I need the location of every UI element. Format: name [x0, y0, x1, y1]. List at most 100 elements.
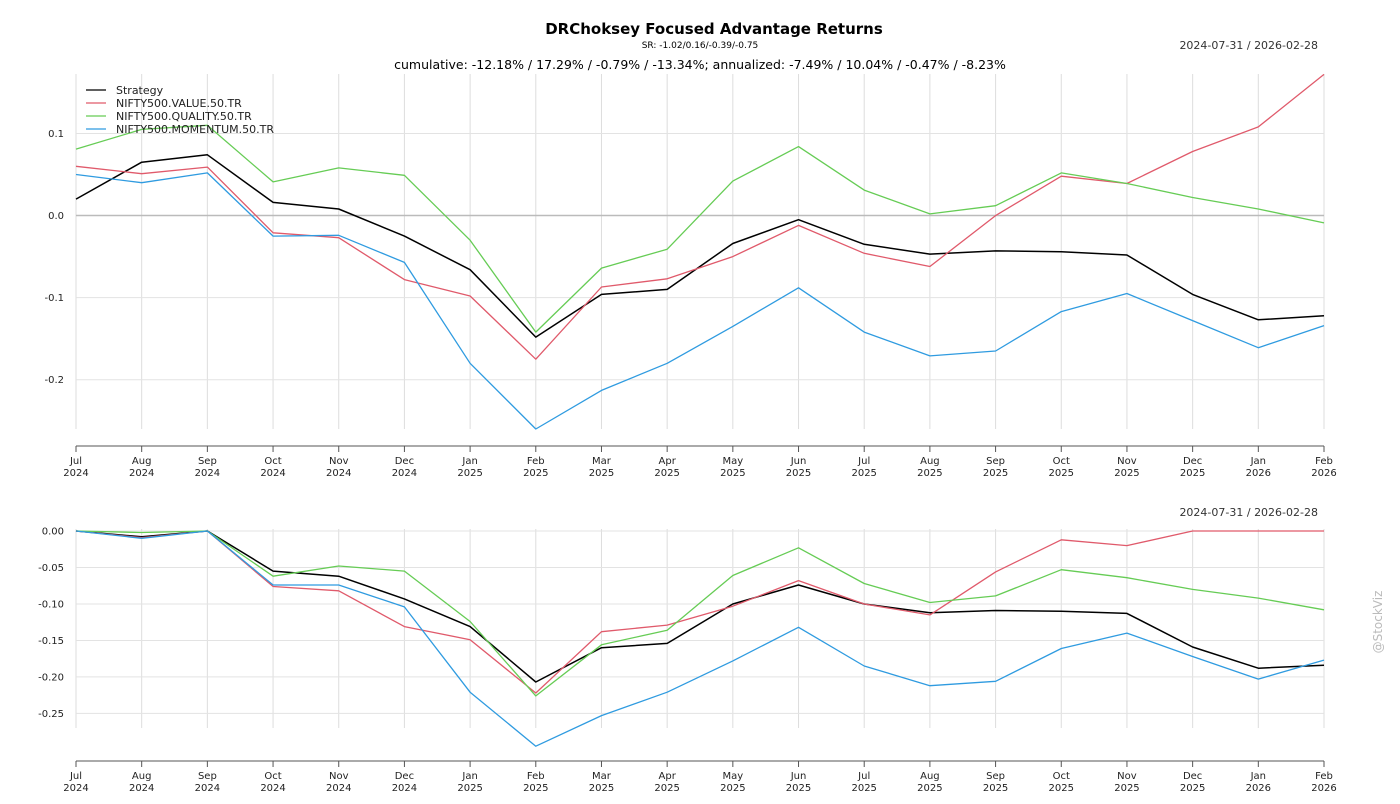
y-tick-label: 0.0 — [48, 211, 64, 222]
x-tick-year: 2025 — [786, 783, 811, 794]
x-tick-year: 2025 — [457, 783, 482, 794]
legend-label: NIFTY500.VALUE.50.TR — [116, 97, 242, 110]
x-tick-month: Aug — [920, 771, 940, 782]
series-line — [75, 530, 1325, 697]
x-tick-month: Jul — [857, 456, 870, 467]
x-tick-month: Feb — [527, 456, 545, 467]
x-tick-year: 2025 — [720, 783, 745, 794]
x-tick-month: Jul — [857, 771, 870, 782]
x-tick-month: Sep — [198, 771, 217, 782]
x-tick-month: Jun — [790, 456, 807, 467]
x-tick-month: Jun — [790, 771, 807, 782]
x-tick-year: 2025 — [457, 468, 482, 479]
sharpe-ratio-line: SR: -1.02/0.16/-0.39/-0.75 — [642, 41, 759, 51]
x-tick-month: Feb — [1315, 456, 1333, 467]
x-tick-year: 2025 — [654, 468, 679, 479]
x-tick-year: 2024 — [129, 783, 154, 794]
x-tick-year: 2026 — [1311, 468, 1336, 479]
x-tick-month: Dec — [1183, 456, 1202, 467]
x-tick-year: 2025 — [1114, 468, 1139, 479]
x-tick-month: Jan — [461, 456, 477, 467]
drawdown-panel: 0.00-0.05-0.10-0.15-0.20-0.25Jul2024Aug2… — [38, 527, 1337, 795]
x-tick-month: Feb — [1315, 771, 1333, 782]
x-tick-year: 2026 — [1311, 783, 1336, 794]
x-tick-year: 2025 — [1180, 783, 1205, 794]
series-line — [75, 530, 1325, 747]
x-tick-year: 2025 — [1114, 783, 1139, 794]
x-tick-month: Mar — [592, 771, 612, 782]
x-tick-year: 2025 — [523, 783, 548, 794]
x-tick-month: Sep — [198, 456, 217, 467]
y-tick-label: -0.25 — [38, 709, 64, 720]
x-tick-year: 2024 — [195, 468, 220, 479]
x-tick-month: Nov — [329, 771, 349, 782]
y-tick-label: 0.00 — [42, 527, 64, 538]
series-line — [75, 124, 1325, 333]
series-line — [75, 172, 1325, 430]
x-tick-year: 2024 — [260, 783, 285, 794]
y-tick-label: -0.10 — [38, 599, 64, 610]
top-date-range: 2024-07-31 / 2026-02-28 — [1179, 39, 1318, 52]
y-tick-label: 0.1 — [48, 129, 64, 140]
legend-label: NIFTY500.QUALITY.50.TR — [116, 110, 252, 123]
x-tick-month: Oct — [1053, 771, 1070, 782]
x-tick-year: 2024 — [63, 783, 88, 794]
x-tick-month: Apr — [659, 771, 677, 782]
x-tick-month: Dec — [395, 771, 414, 782]
x-tick-year: 2024 — [260, 468, 285, 479]
series-line — [75, 530, 1325, 683]
x-tick-month: Nov — [1117, 456, 1137, 467]
x-tick-year: 2025 — [523, 468, 548, 479]
x-tick-month: Oct — [264, 456, 281, 467]
x-tick-year: 2025 — [589, 468, 614, 479]
y-tick-label: -0.2 — [44, 375, 64, 386]
x-tick-month: Jul — [69, 456, 82, 467]
x-tick-year: 2025 — [1049, 468, 1074, 479]
x-tick-month: Aug — [132, 771, 152, 782]
legend-label: Strategy — [116, 84, 164, 97]
x-tick-year: 2025 — [1180, 468, 1205, 479]
x-tick-year: 2024 — [129, 468, 154, 479]
x-tick-month: Jan — [1250, 771, 1266, 782]
cumulative-summary: cumulative: -12.18% / 17.29% / -0.79% / … — [394, 57, 1006, 72]
x-tick-month: Aug — [132, 456, 152, 467]
bottom-date-range: 2024-07-31 / 2026-02-28 — [1179, 506, 1318, 519]
x-tick-year: 2024 — [326, 468, 351, 479]
x-tick-year: 2026 — [1246, 783, 1271, 794]
x-tick-year: 2025 — [786, 468, 811, 479]
x-tick-month: Jan — [461, 771, 477, 782]
legend-label: NIFTY500.MOMENTUM.50.TR — [116, 123, 274, 136]
x-tick-month: Oct — [1053, 456, 1070, 467]
x-tick-month: Jan — [1250, 456, 1266, 467]
x-tick-year: 2025 — [983, 783, 1008, 794]
x-tick-year: 2025 — [589, 783, 614, 794]
x-tick-year: 2025 — [1049, 783, 1074, 794]
x-tick-month: Nov — [329, 456, 349, 467]
x-tick-year: 2025 — [983, 468, 1008, 479]
series-line — [75, 73, 1325, 360]
x-tick-month: Dec — [395, 456, 414, 467]
x-tick-month: Oct — [264, 771, 281, 782]
x-tick-year: 2024 — [392, 783, 417, 794]
x-tick-year: 2025 — [720, 468, 745, 479]
x-tick-year: 2024 — [63, 468, 88, 479]
x-tick-year: 2025 — [851, 783, 876, 794]
x-tick-month: Dec — [1183, 771, 1202, 782]
x-tick-year: 2025 — [917, 468, 942, 479]
x-tick-month: Apr — [659, 456, 677, 467]
x-tick-month: Feb — [527, 771, 545, 782]
x-tick-year: 2026 — [1246, 468, 1271, 479]
x-tick-month: Sep — [986, 456, 1005, 467]
watermark: @StockViz — [1371, 591, 1385, 654]
series-line — [75, 154, 1325, 338]
x-tick-month: Sep — [986, 771, 1005, 782]
x-tick-month: Aug — [920, 456, 940, 467]
x-tick-month: May — [722, 771, 743, 782]
series-line — [75, 530, 1324, 694]
x-tick-year: 2025 — [851, 468, 876, 479]
y-tick-label: -0.1 — [44, 293, 64, 304]
x-tick-year: 2024 — [195, 783, 220, 794]
chart-title: DRChoksey Focused Advantage Returns — [545, 20, 883, 38]
x-tick-year: 2025 — [654, 783, 679, 794]
